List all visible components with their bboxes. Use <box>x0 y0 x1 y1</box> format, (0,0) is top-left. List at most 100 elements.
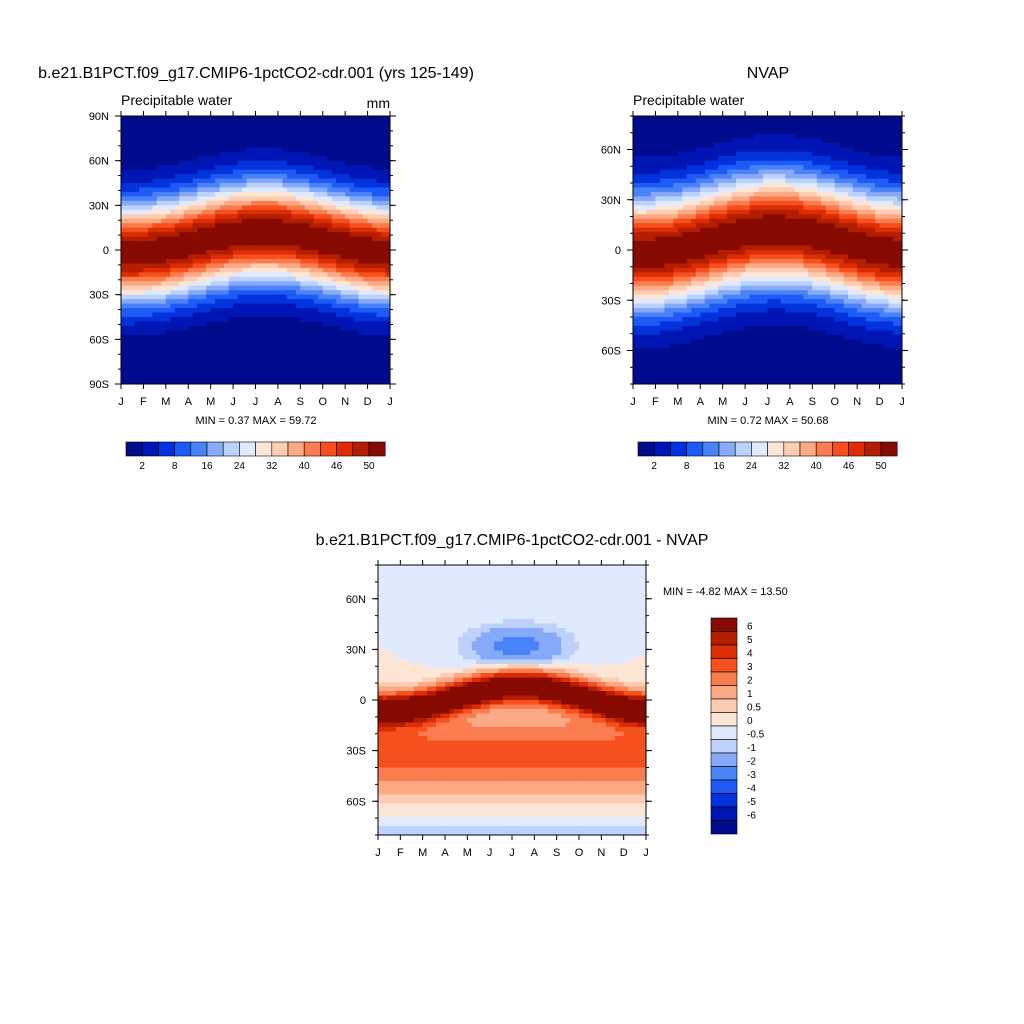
heatmap-cell <box>713 245 719 251</box>
heatmap-cell <box>340 348 346 354</box>
heatmap-cell <box>277 241 283 247</box>
heatmap-cell <box>700 129 706 135</box>
heatmap-cell <box>722 218 728 224</box>
heatmap-cell <box>322 245 328 251</box>
heatmap-cell <box>331 348 337 354</box>
heatmap-cell <box>637 343 643 349</box>
heatmap-cell <box>129 343 136 349</box>
heatmap-cell <box>259 129 266 135</box>
heatmap-cell <box>143 223 149 229</box>
heatmap-cell <box>242 129 248 135</box>
heatmap-cell <box>367 236 373 242</box>
heatmap-cell <box>385 272 390 278</box>
heatmap-cell <box>286 200 292 206</box>
heatmap-cell <box>318 276 324 282</box>
heatmap-cell <box>331 133 337 139</box>
heatmap-cell <box>345 290 351 296</box>
heatmap-cell <box>709 285 715 291</box>
heatmap-cell <box>246 290 252 296</box>
heatmap-cell <box>237 116 243 122</box>
heatmap-cell <box>358 218 364 224</box>
heatmap-cell <box>210 299 216 305</box>
heatmap-cell <box>197 276 203 282</box>
heatmap-cell <box>713 223 719 229</box>
heatmap-cell <box>228 258 234 264</box>
heatmap-cell <box>718 294 724 300</box>
heatmap-cell <box>336 241 342 247</box>
heatmap-cell <box>233 156 239 162</box>
heatmap-cell <box>300 232 306 238</box>
heatmap-cell <box>682 138 688 144</box>
heatmap-cell <box>188 250 194 256</box>
heatmap-cell <box>331 334 337 340</box>
heatmap-cell <box>327 178 333 184</box>
heatmap-cell <box>304 209 310 215</box>
heatmap-cell <box>336 343 342 349</box>
heatmap-cell <box>340 200 346 206</box>
heatmap-cell <box>695 330 701 336</box>
panel-obs-title: NVAP <box>747 65 789 82</box>
colorbar-swatch <box>303 441 321 457</box>
heatmap-cell <box>331 200 337 206</box>
heatmap-cell <box>282 303 288 309</box>
heatmap-cell <box>655 294 661 300</box>
heatmap-cell <box>295 174 301 180</box>
heatmap-cell <box>713 250 719 256</box>
heatmap-cell <box>372 178 378 184</box>
heatmap-cell <box>268 151 275 157</box>
heatmap-cell <box>125 272 131 278</box>
heatmap-cell <box>268 120 275 126</box>
heatmap-cell <box>170 285 176 291</box>
heatmap-cell <box>372 254 378 260</box>
heatmap-cell <box>143 241 149 247</box>
heatmap-cell <box>286 138 292 144</box>
heatmap-cell <box>318 183 324 189</box>
heatmap-cell <box>210 317 216 323</box>
heatmap-cell <box>121 267 127 273</box>
heatmap-cell <box>179 276 185 282</box>
heatmap-cell <box>709 276 715 282</box>
heatmap-cell <box>138 366 145 372</box>
heatmap-cell <box>709 147 715 153</box>
heatmap-cell <box>228 375 234 381</box>
heatmap-cell <box>295 129 301 135</box>
heatmap-cell <box>210 227 216 233</box>
heatmap-cell <box>713 312 719 318</box>
heatmap-cell <box>165 138 171 144</box>
heatmap-cell <box>129 151 136 157</box>
heatmap-cell <box>637 361 643 367</box>
heatmap-cell <box>237 223 243 229</box>
heatmap-cell <box>161 334 167 340</box>
heatmap-cell <box>327 294 333 300</box>
heatmap-cell <box>197 174 203 180</box>
heatmap-cell <box>367 285 373 291</box>
heatmap-cell <box>286 120 292 126</box>
heatmap-cell <box>201 370 207 376</box>
heatmap-cell <box>722 151 728 157</box>
heatmap-cell <box>659 232 665 238</box>
heatmap-cell <box>219 120 225 126</box>
heatmap-cell <box>718 312 724 318</box>
heatmap-cell <box>673 223 679 229</box>
heatmap-cell <box>125 133 131 139</box>
heatmap-cell <box>331 236 337 242</box>
heatmap-cell <box>340 258 346 264</box>
heatmap-cell <box>255 178 261 184</box>
heatmap-cell <box>152 241 158 247</box>
heatmap-cell <box>372 223 378 229</box>
heatmap-cell <box>381 325 387 331</box>
heatmap-cell <box>363 218 369 224</box>
heatmap-cell <box>336 227 342 233</box>
heatmap-cell <box>237 174 243 180</box>
heatmap-cell <box>188 245 194 251</box>
heatmap-cell <box>722 214 728 220</box>
heatmap-cell <box>210 267 216 273</box>
heatmap-cell <box>246 120 252 126</box>
heatmap-cell <box>704 116 710 122</box>
heatmap-cell <box>277 357 283 363</box>
heatmap-cell <box>295 124 301 130</box>
heatmap-cell <box>224 129 230 135</box>
heatmap-cell <box>215 138 221 144</box>
heatmap-cell <box>165 308 171 314</box>
heatmap-cell <box>691 245 697 251</box>
